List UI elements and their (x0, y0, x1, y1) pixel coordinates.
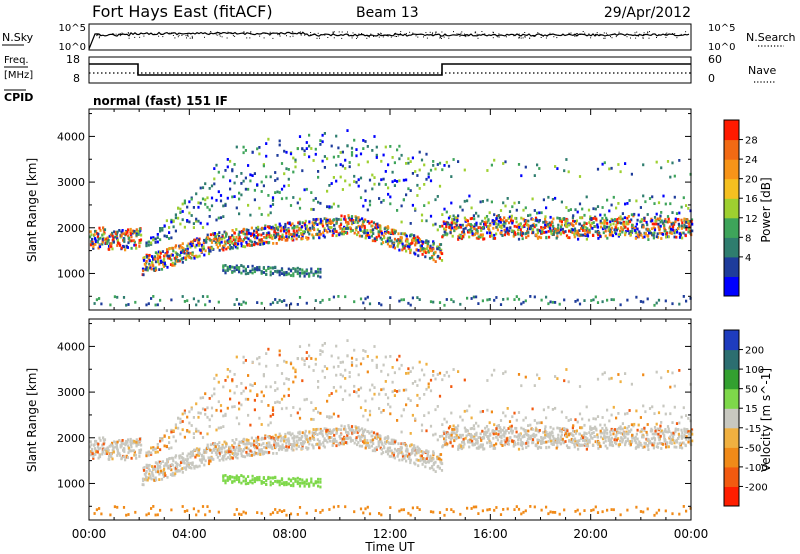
colorbar-tick-label: -15 (745, 424, 761, 435)
colorbar-tick-label: 20 (745, 175, 758, 186)
freq-unit: [MHz] (4, 70, 33, 81)
nsky-label: N.Sky (2, 31, 34, 44)
time-tick-label: 08:00 (272, 527, 307, 541)
nsearch-tick-bottom: 10^0 (708, 42, 735, 53)
power-colorbar-label: Power [dB] (759, 177, 773, 242)
power-y-label: Slant Range [km] (25, 158, 39, 262)
colorbar-tick-label: -50 (745, 443, 761, 454)
colorbar-tick-label: 4 (745, 253, 751, 264)
colorbar-tick-label: 50 (745, 385, 758, 396)
time-tick-label: 00:00 (72, 527, 107, 541)
cpid-text: normal (fast) 151 IF (93, 94, 228, 108)
time-tick-label: 12:00 (373, 527, 408, 541)
y-tick-label: 3000 (57, 386, 85, 399)
freq-tick-bottom: 8 (73, 72, 80, 85)
power-panel: 1000 2000 3000 4000 Slant Range [km] 28 24 20… (25, 108, 773, 311)
nave-label: Nave (748, 64, 776, 77)
noise-search-dots (96, 31, 687, 39)
y-tick-label: 4000 (57, 130, 85, 143)
nsky-tick-bottom: 10^0 (59, 42, 86, 53)
velocity-panel: 1000 2000 3000 4000 Slant Range [km] 200 100… (25, 318, 773, 521)
nsearch-label: N.Search (746, 31, 796, 44)
time-tick-label: 20:00 (573, 527, 608, 541)
colorbar-tick-label: 8 (745, 233, 751, 244)
y-tick-label: 4000 (57, 340, 85, 353)
freq-line (89, 63, 691, 76)
colorbar-tick-label: 100 (745, 365, 764, 376)
colorbar-tick-label: -100 (745, 463, 768, 474)
nsearch-tick-top: 10^5 (708, 23, 735, 34)
freq-panel: Freq. [MHz] 18 8 60 0 Nave CPID normal (… (4, 53, 776, 108)
colorbar-tick-label: 16 (745, 194, 758, 205)
time-tick-label: 16:00 (473, 527, 508, 541)
velocity-y-label: Slant Range [km] (25, 368, 39, 472)
y-tick-label: 1000 (57, 477, 85, 490)
velocity-colorbar-label: Velocity [m s^-1] (759, 368, 773, 472)
y-tick-label: 1000 (57, 267, 85, 280)
power-colorbar: 28 24 20 16 12 8 4 (723, 119, 758, 297)
y-tick-label: 2000 (57, 432, 85, 445)
station-title: Fort Hays East (fitACF) (92, 2, 273, 21)
nave-tick-bottom: 0 (708, 72, 715, 85)
y-tick-label: 2000 (57, 222, 85, 235)
colorbar-tick-label: -200 (745, 482, 768, 493)
colorbar-tick-label: 200 (745, 346, 764, 357)
velocity-heatmap (89, 339, 694, 517)
y-tick-label: 3000 (57, 176, 85, 189)
colorbar-tick-label: 24 (745, 155, 758, 166)
date-label: 29/Apr/2012 (604, 5, 691, 21)
colorbar-tick-label: 28 (745, 136, 758, 147)
velocity-colorbar: 200 100 50 15 -15 -50 -100 -200 (723, 329, 768, 507)
cpid-label: CPID (4, 91, 33, 104)
velocity-y-axis: 1000 2000 3000 4000 (57, 323, 691, 507)
time-axis-label: Time UT (364, 540, 415, 554)
colorbar-tick-label: 15 (745, 404, 758, 415)
colorbar-tick-label: 12 (745, 214, 758, 225)
beam-label: Beam 13 (356, 5, 419, 21)
nsky-tick-top: 10^5 (59, 23, 86, 34)
freq-tick-top: 18 (66, 53, 80, 66)
nave-tick-top: 60 (708, 53, 722, 66)
noise-panel: N.Sky 10^5 10^0 10^5 10^0 N.Search (2, 23, 796, 53)
freq-label: Freq. (4, 55, 29, 66)
noise-sky-line (88, 31, 690, 50)
power-heatmap (89, 129, 694, 307)
time-tick-label: 00:00 (674, 527, 709, 541)
time-axis: 00:00 04:00 08:00 12:00 16:00 20:00 00:00 (72, 109, 709, 541)
power-y-axis: 1000 2000 3000 4000 (57, 113, 691, 297)
time-tick-label: 04:00 (172, 527, 207, 541)
